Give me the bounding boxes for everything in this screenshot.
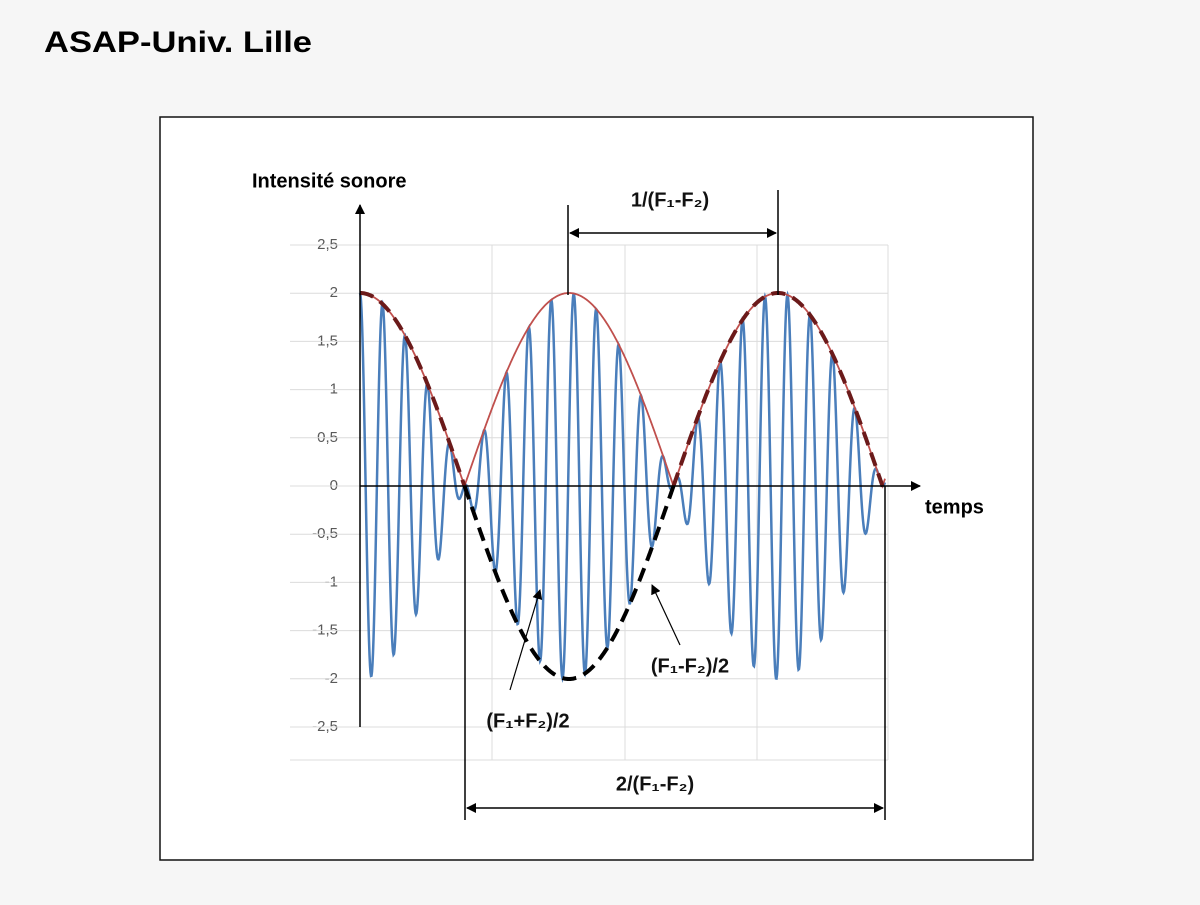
annotation: (F₁+F₂)/2: [486, 710, 569, 732]
y-tick-label: 2,5: [317, 236, 338, 253]
y-tick-label: 0: [330, 477, 338, 494]
y-tick-label: -1,5: [312, 622, 338, 639]
pointer-arrow: [651, 584, 681, 646]
chart-frame: [159, 116, 1034, 861]
y-axis-label: Intensité sonore: [252, 170, 406, 192]
vertical-grid: [290, 245, 889, 761]
dashed-envelope: [671, 291, 887, 494]
annotation: (F₁-F₂)/2: [651, 655, 729, 677]
y-tick-label: 2: [330, 284, 338, 301]
annotation: 1/(F₁-F₂): [631, 189, 709, 211]
slide-title: ASAP-Univ. Lille: [44, 26, 312, 59]
y-tick-label: -2,5: [312, 718, 338, 735]
signal-wave: [358, 290, 887, 683]
x-axis-label: temps: [925, 496, 984, 518]
y-tick-label: -2: [325, 670, 338, 687]
y-tick-label: 1,5: [317, 332, 338, 349]
y-tick-label: -0,5: [312, 525, 338, 542]
dashed-envelope: [462, 485, 676, 681]
pointer-arrow: [509, 589, 543, 691]
y-tick-label: 0,5: [317, 429, 338, 446]
y-tick-label: 1: [330, 381, 338, 398]
y-tick-label: -1: [325, 573, 338, 590]
annotation: 2/(F₁-F₂): [616, 773, 694, 795]
